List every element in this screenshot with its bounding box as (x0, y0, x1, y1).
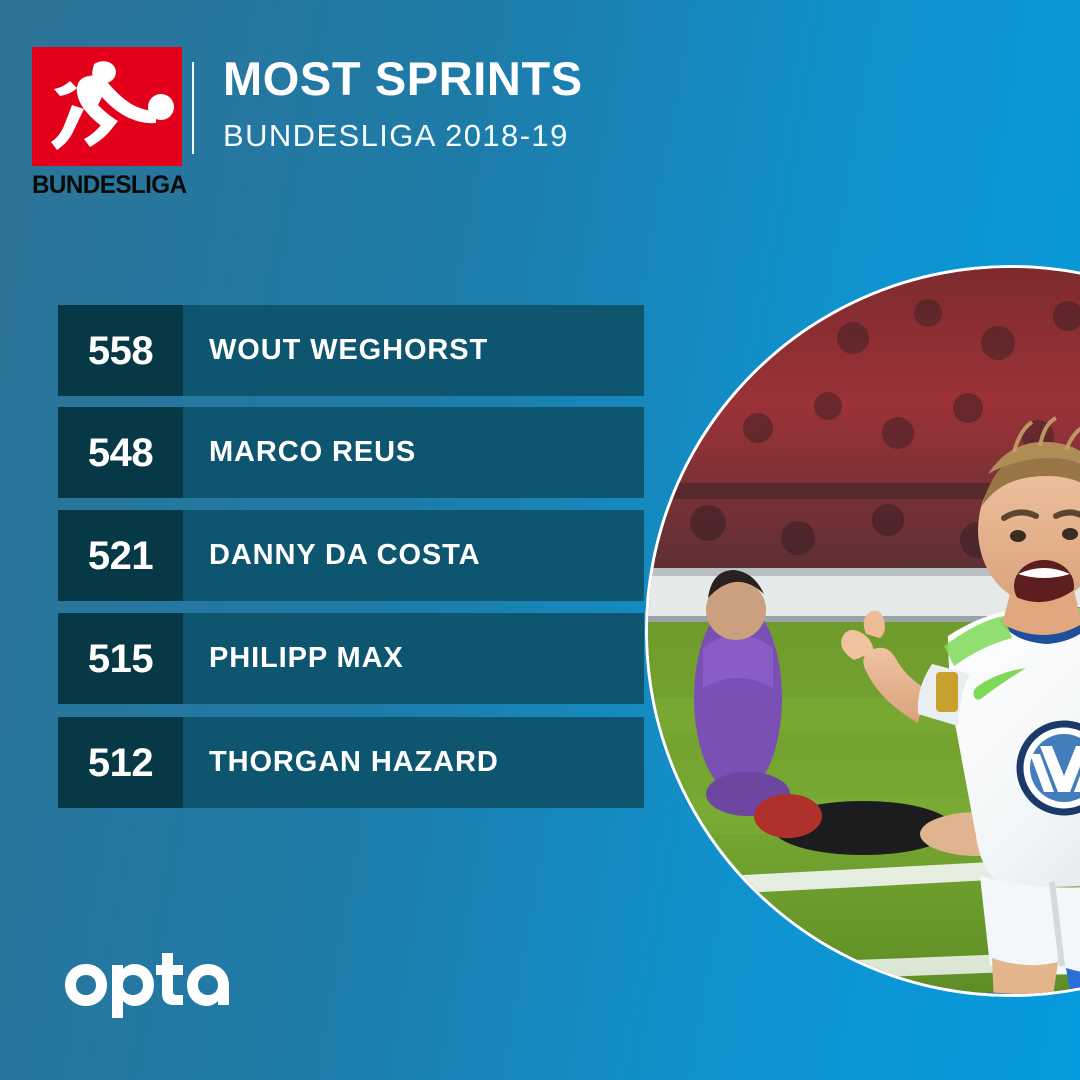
row-player-name: THORGAN HAZARD (209, 746, 499, 778)
header-divider (192, 62, 194, 154)
opta-wordmark-icon (65, 953, 229, 1018)
row-value-cell: 548 (58, 407, 183, 498)
row-name-cell: WOUT WEGHORST (183, 305, 644, 396)
row-value: 548 (87, 430, 154, 475)
bundesliga-logo-mark (32, 47, 182, 166)
table-row[interactable]: 515 PHILIPP MAX (58, 613, 644, 704)
row-name-cell: DANNY DA COSTA (183, 510, 644, 601)
page-title: MOST SPRINTS (223, 52, 583, 105)
player-photo-image: 9 (648, 268, 1080, 994)
row-value-cell: 515 (58, 613, 183, 704)
row-value-cell: 521 (58, 510, 183, 601)
row-value-cell: 558 (58, 305, 183, 396)
ranking-list: 558 WOUT WEGHORST 548 MARCO REUS 521 DAN… (58, 305, 1080, 815)
page-subtitle: BUNDESLIGA 2018-19 (223, 117, 569, 153)
row-player-name: MARCO REUS (209, 436, 417, 468)
bundesliga-logo: BUNDESLIGA (32, 47, 187, 199)
row-value: 558 (87, 328, 154, 373)
table-row[interactable]: 512 THORGAN HAZARD (58, 717, 644, 808)
row-value: 521 (87, 533, 154, 578)
row-value-cell: 512 (58, 717, 183, 808)
header-titles: MOST SPRINTS BUNDESLIGA 2018-19 (223, 52, 583, 153)
row-player-name: DANNY DA COSTA (209, 539, 481, 571)
player-photo: 9 (648, 268, 1080, 994)
bundesliga-wordmark: BUNDESLIGA (32, 171, 187, 199)
bundesliga-player-icon (51, 61, 174, 150)
header: BUNDESLIGA MOST SPRINTS BUNDESLIGA 2018-… (0, 0, 1080, 220)
row-value: 515 (87, 636, 154, 681)
table-row[interactable]: 548 MARCO REUS (58, 407, 644, 498)
opta-logo (62, 948, 242, 1018)
table-row[interactable]: 558 WOUT WEGHORST (58, 305, 644, 396)
row-player-name: WOUT WEGHORST (209, 334, 489, 366)
row-name-cell: MARCO REUS (183, 407, 644, 498)
row-player-name: PHILIPP MAX (209, 642, 404, 674)
row-name-cell: THORGAN HAZARD (183, 717, 644, 808)
row-name-cell: PHILIPP MAX (183, 613, 644, 704)
table-row[interactable]: 521 DANNY DA COSTA (58, 510, 644, 601)
row-value: 512 (87, 740, 154, 785)
